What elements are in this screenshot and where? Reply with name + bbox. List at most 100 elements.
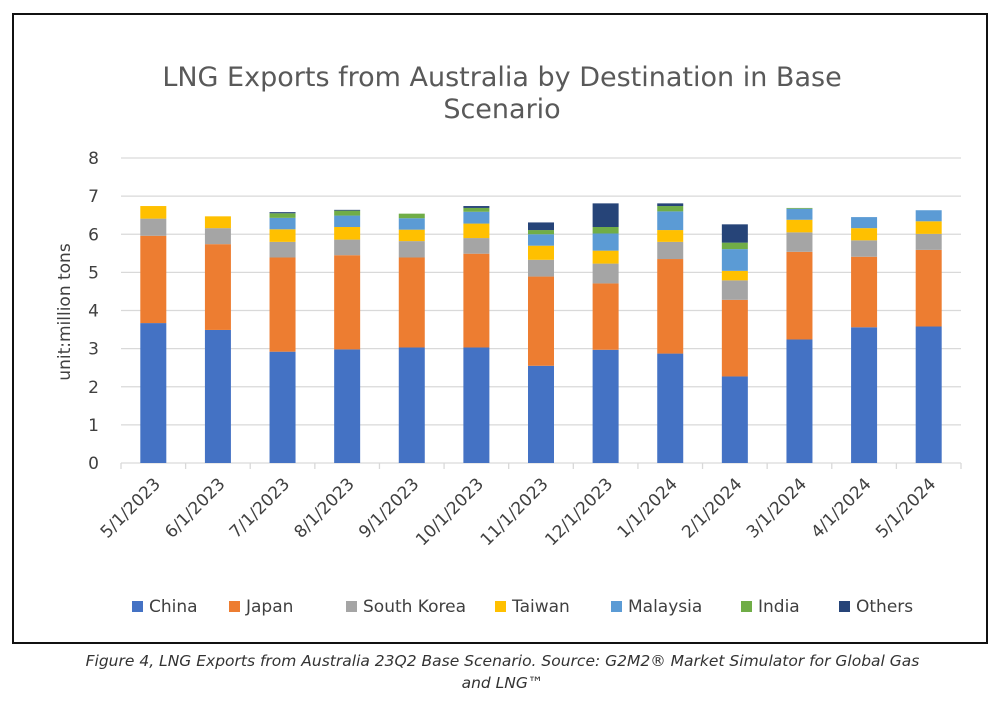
bar-segment-china <box>269 351 296 463</box>
bar-segment-taiwan <box>334 227 361 240</box>
x-tick-label: 5/1/2023 <box>97 474 165 542</box>
bar-segment-malaysia <box>915 210 942 222</box>
y-tick-label: 3 <box>88 340 99 360</box>
bar-segment-japan <box>786 251 813 340</box>
bar-segment-malaysia <box>721 249 748 271</box>
x-tick-label: 3/1/2024 <box>743 474 811 542</box>
x-tick-label: 5/1/2024 <box>872 474 940 542</box>
legend-item: Malaysia <box>611 597 702 617</box>
bar-segment-others <box>592 203 619 228</box>
legend-label: Others <box>856 597 913 617</box>
bar-segment-malaysia <box>463 211 490 224</box>
legend-label: Malaysia <box>628 597 702 617</box>
bar-segment-india <box>657 206 684 212</box>
x-tick-label: 4/1/2024 <box>807 474 875 542</box>
x-tick-label: 12/1/2023 <box>541 474 617 550</box>
bar-segment-south-korea <box>592 263 619 284</box>
y-tick-label: 7 <box>88 187 99 207</box>
chart-title-line-1: LNG Exports from Australia by Destinatio… <box>162 62 841 93</box>
chart-title: LNG Exports from Australia by Destinatio… <box>162 62 841 125</box>
bar-segment-others <box>334 209 361 211</box>
bar-segment-malaysia <box>786 208 813 220</box>
bar-segment-china <box>592 349 619 463</box>
bar-segment-japan <box>528 276 554 366</box>
y-tick-label: 2 <box>88 378 99 398</box>
legend-swatch <box>839 601 850 612</box>
bar-segment-malaysia <box>398 218 425 230</box>
bar-segment-others <box>269 212 296 214</box>
y-tick-label: 5 <box>88 263 99 283</box>
bar-segment-china <box>721 376 748 463</box>
bar-segment-south-korea <box>204 228 231 245</box>
legend-swatch <box>611 601 622 612</box>
bar-segment-south-korea <box>851 240 878 257</box>
bar-segment-malaysia <box>528 234 554 246</box>
legend-item: Japan <box>229 597 293 617</box>
bar-segment-taiwan <box>592 250 619 264</box>
x-tick-label: 7/1/2023 <box>226 474 294 542</box>
y-tick-label: 6 <box>88 225 99 245</box>
y-tick-label: 0 <box>88 454 99 474</box>
bar-segment-japan <box>657 259 684 354</box>
bar-segment-japan <box>851 256 878 328</box>
bar-segment-taiwan <box>463 223 490 239</box>
bar-segment-malaysia <box>269 217 296 230</box>
bar-segment-japan <box>140 235 167 324</box>
legend-swatch <box>346 601 357 612</box>
bar-segment-south-korea <box>334 239 361 256</box>
bar-segment-china <box>398 347 425 463</box>
bar-segment-south-korea <box>721 280 748 300</box>
bar-segment-south-korea <box>786 232 813 252</box>
x-tick-label: 6/1/2023 <box>161 474 229 542</box>
legend-label: China <box>149 597 198 617</box>
bar-segment-south-korea <box>140 218 167 236</box>
bar-segment-china <box>204 329 231 463</box>
bar-segment-india <box>721 242 748 250</box>
bar-segment-india <box>334 210 361 216</box>
x-tick-label: 2/1/2024 <box>678 474 746 542</box>
bar-segment-taiwan <box>528 245 554 260</box>
bar-segment-china <box>657 353 684 463</box>
bar-segment-japan <box>398 257 425 348</box>
bar-segment-japan <box>334 255 361 350</box>
bar-segment-taiwan <box>398 229 425 242</box>
caption-line-2: and LNG™ <box>461 674 544 692</box>
chart-title-line-2: Scenario <box>443 94 560 125</box>
bar-segment-others <box>528 222 554 231</box>
bar-segment-india <box>398 213 425 219</box>
bar-segment-south-korea <box>657 241 684 260</box>
bar-segment-taiwan <box>269 229 296 242</box>
bar-segment-malaysia <box>592 233 619 251</box>
bar-segment-japan <box>269 257 296 352</box>
y-axis-label: unit:million tons <box>55 243 75 381</box>
bar-segment-taiwan <box>915 221 942 234</box>
bar-segment-india <box>592 227 619 234</box>
legend-label: South Korea <box>363 597 466 617</box>
legend-item: Taiwan <box>495 597 570 617</box>
legend-item: South Korea <box>346 597 466 617</box>
legend-swatch <box>495 601 506 612</box>
bar-segment-south-korea <box>398 241 425 258</box>
bar-segment-japan <box>204 244 231 330</box>
bar-segment-taiwan <box>786 219 813 233</box>
x-tick-label: 10/1/2023 <box>412 474 488 550</box>
bar-segment-japan <box>463 253 490 348</box>
bar-segment-india <box>269 213 296 218</box>
y-tick-label: 8 <box>88 149 99 169</box>
x-tick-label: 9/1/2023 <box>355 474 423 542</box>
bar-segment-china <box>528 365 554 463</box>
bar-segment-south-korea <box>463 238 490 254</box>
stacked-bar-chart: LNG Exports from Australia by Destinatio… <box>55 62 962 617</box>
y-tick-label: 1 <box>88 416 99 436</box>
y-tick-label: 4 <box>88 302 99 322</box>
bar-segment-south-korea <box>915 233 942 250</box>
legend-item: Others <box>839 597 913 617</box>
bar-segment-malaysia <box>851 217 878 229</box>
caption-line-1: Figure 4, LNG Exports from Australia 23Q… <box>85 652 920 670</box>
bar-segment-china <box>140 323 167 463</box>
figure-caption: Figure 4, LNG Exports from Australia 23Q… <box>0 650 1005 694</box>
legend-swatch <box>741 601 752 612</box>
bar-segment-china <box>786 339 813 463</box>
bar-segment-india <box>786 207 813 209</box>
bar-segment-malaysia <box>334 215 361 228</box>
